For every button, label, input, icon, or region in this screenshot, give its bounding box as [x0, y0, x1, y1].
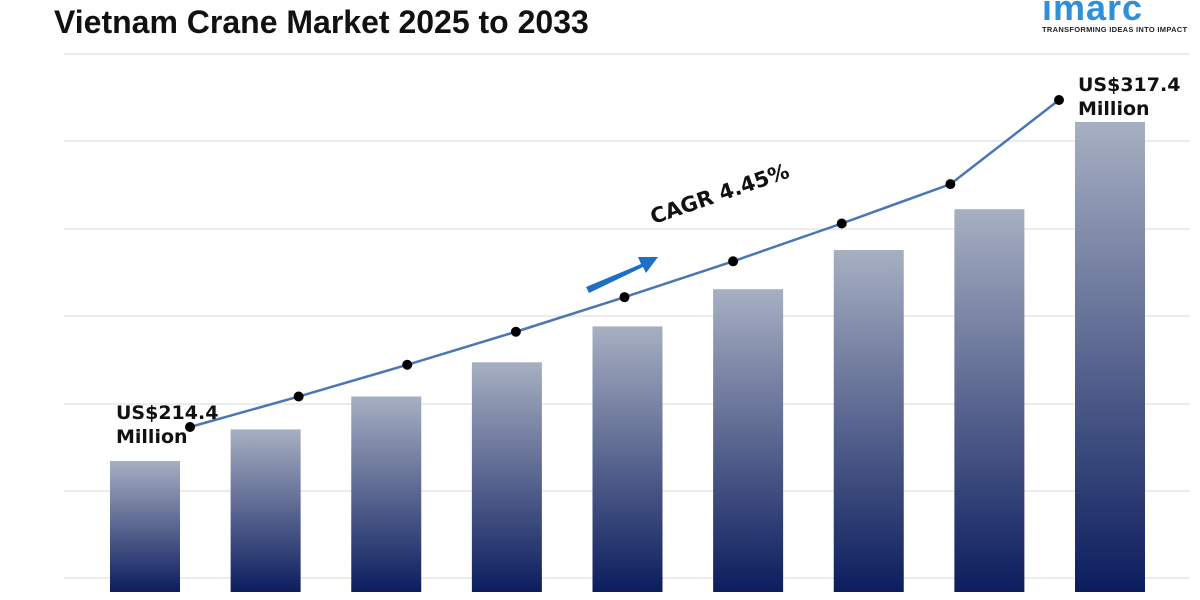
trend-point-2028	[510, 326, 521, 337]
bar-2027	[351, 396, 422, 592]
page-title: Vietnam Crane Market 2025 to 2033	[54, 4, 589, 40]
logo-tagline: TRANSFORMING IDEAS INTO IMPACT	[1042, 25, 1188, 34]
trend-point-2032	[945, 179, 956, 190]
start-unit: Million	[116, 426, 188, 448]
imarc-logo: imarc TRANSFORMING IDEAS INTO IMPACT	[1040, 0, 1200, 36]
cagr-arrow-icon	[586, 257, 658, 293]
trend-point-2033	[1054, 95, 1064, 105]
bar-2030	[713, 289, 784, 592]
end-value-label: US$317.4 Million	[1078, 73, 1180, 121]
logo-wordmark: imarc	[1042, 0, 1144, 28]
bar-2032	[954, 209, 1025, 592]
trend-point-2026	[293, 391, 304, 402]
bar-series	[110, 122, 1145, 592]
bar-2028	[471, 362, 542, 592]
end-unit: Million	[1078, 98, 1150, 120]
bar-2033	[1075, 122, 1145, 592]
trend-markers	[185, 95, 1064, 432]
bar-2029	[592, 326, 663, 592]
trend-point-2027	[402, 359, 413, 370]
end-value: US$317.4	[1078, 74, 1181, 96]
trend-point-2025	[185, 422, 195, 432]
bar-2031	[833, 250, 904, 592]
start-value-label: US$214.4 Million	[116, 401, 218, 449]
trend-point-2029	[619, 292, 630, 303]
trend-point-2030	[728, 256, 739, 267]
trend-point-2031	[836, 218, 847, 229]
bar-2025	[110, 461, 180, 592]
start-value: US$214.4	[116, 402, 219, 424]
bar-2026	[230, 429, 301, 592]
